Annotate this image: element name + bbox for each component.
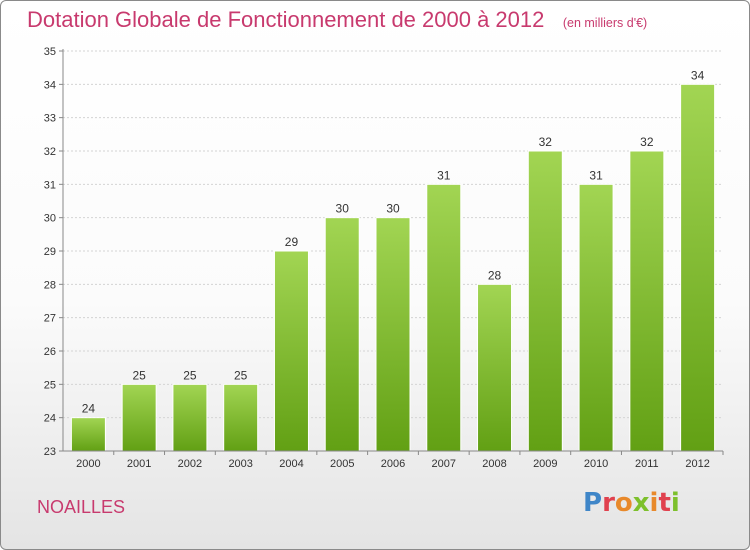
proxiti-logo: Proxiti bbox=[583, 488, 680, 518]
x-tick-label-2003: 2003 bbox=[228, 458, 252, 470]
value-label-2009: 32 bbox=[539, 135, 553, 149]
y-tick-label: 25 bbox=[44, 379, 56, 391]
y-tick-label: 32 bbox=[44, 146, 56, 158]
value-label-2000: 24 bbox=[82, 402, 96, 416]
y-tick-label: 33 bbox=[44, 113, 56, 125]
axes bbox=[59, 49, 724, 455]
bar-2006 bbox=[375, 217, 411, 452]
y-tick-label: 26 bbox=[44, 346, 56, 358]
bar-2010 bbox=[578, 183, 614, 452]
x-tick-label-2009: 2009 bbox=[533, 458, 557, 470]
bars bbox=[70, 83, 716, 452]
chart-title: Dotation Globale de Fonctionnement de 20… bbox=[27, 7, 545, 32]
bar-2004 bbox=[273, 250, 309, 452]
value-label-2005: 30 bbox=[336, 202, 350, 216]
x-tick-label-2002: 2002 bbox=[178, 458, 202, 470]
title-row: Dotation Globale de Fonctionnement de 20… bbox=[27, 7, 647, 33]
x-tick-label-2007: 2007 bbox=[432, 458, 456, 470]
y-tick-label: 29 bbox=[44, 246, 56, 258]
value-label-2008: 28 bbox=[488, 268, 502, 282]
value-label-2004: 29 bbox=[285, 235, 299, 249]
value-label-2012: 34 bbox=[691, 68, 705, 82]
y-tick-label: 35 bbox=[44, 46, 56, 58]
x-tick-label-2008: 2008 bbox=[482, 458, 506, 470]
bar-2007 bbox=[426, 183, 462, 452]
x-tick-label-2005: 2005 bbox=[330, 458, 354, 470]
bar-2002 bbox=[172, 383, 208, 452]
bar-2000 bbox=[70, 417, 106, 452]
bar-2001 bbox=[121, 383, 157, 452]
x-tick-label-2012: 2012 bbox=[685, 458, 709, 470]
chart-unit: (en milliers d'€) bbox=[562, 16, 648, 30]
bar-2012 bbox=[680, 83, 716, 452]
y-tick-label: 31 bbox=[44, 179, 56, 191]
value-label-2001: 25 bbox=[132, 368, 146, 382]
x-tick-label-2000: 2000 bbox=[76, 458, 100, 470]
value-label-2010: 31 bbox=[589, 168, 603, 182]
y-tick-label: 27 bbox=[44, 313, 56, 325]
commune-name: NOAILLES bbox=[37, 497, 126, 517]
x-tick-label-2001: 2001 bbox=[127, 458, 151, 470]
y-tick-label: 34 bbox=[44, 79, 56, 91]
bar-2005 bbox=[324, 217, 360, 452]
y-tick-label: 23 bbox=[44, 446, 56, 458]
value-label-2006: 30 bbox=[386, 202, 400, 216]
labels: 23 24 25 26 27 28 29 30 31 32 33 34 35 24 2000 25 2001 25… bbox=[44, 46, 710, 470]
x-tick-label-2011: 2011 bbox=[635, 458, 659, 470]
y-tick-label: 24 bbox=[44, 413, 56, 425]
value-label-2007: 31 bbox=[437, 168, 451, 182]
value-label-2011: 32 bbox=[640, 135, 654, 149]
bar-2011 bbox=[629, 150, 665, 452]
y-tick-label: 30 bbox=[44, 213, 56, 225]
bar-2003 bbox=[223, 383, 259, 452]
x-tick-label-2006: 2006 bbox=[381, 458, 405, 470]
value-label-2003: 25 bbox=[234, 368, 248, 382]
x-tick-label-2004: 2004 bbox=[279, 458, 303, 470]
value-label-2002: 25 bbox=[183, 368, 197, 382]
x-tick-label-2010: 2010 bbox=[584, 458, 608, 470]
bar-2008 bbox=[477, 283, 513, 452]
y-tick-label: 28 bbox=[44, 279, 56, 291]
bar-2009 bbox=[527, 150, 563, 452]
